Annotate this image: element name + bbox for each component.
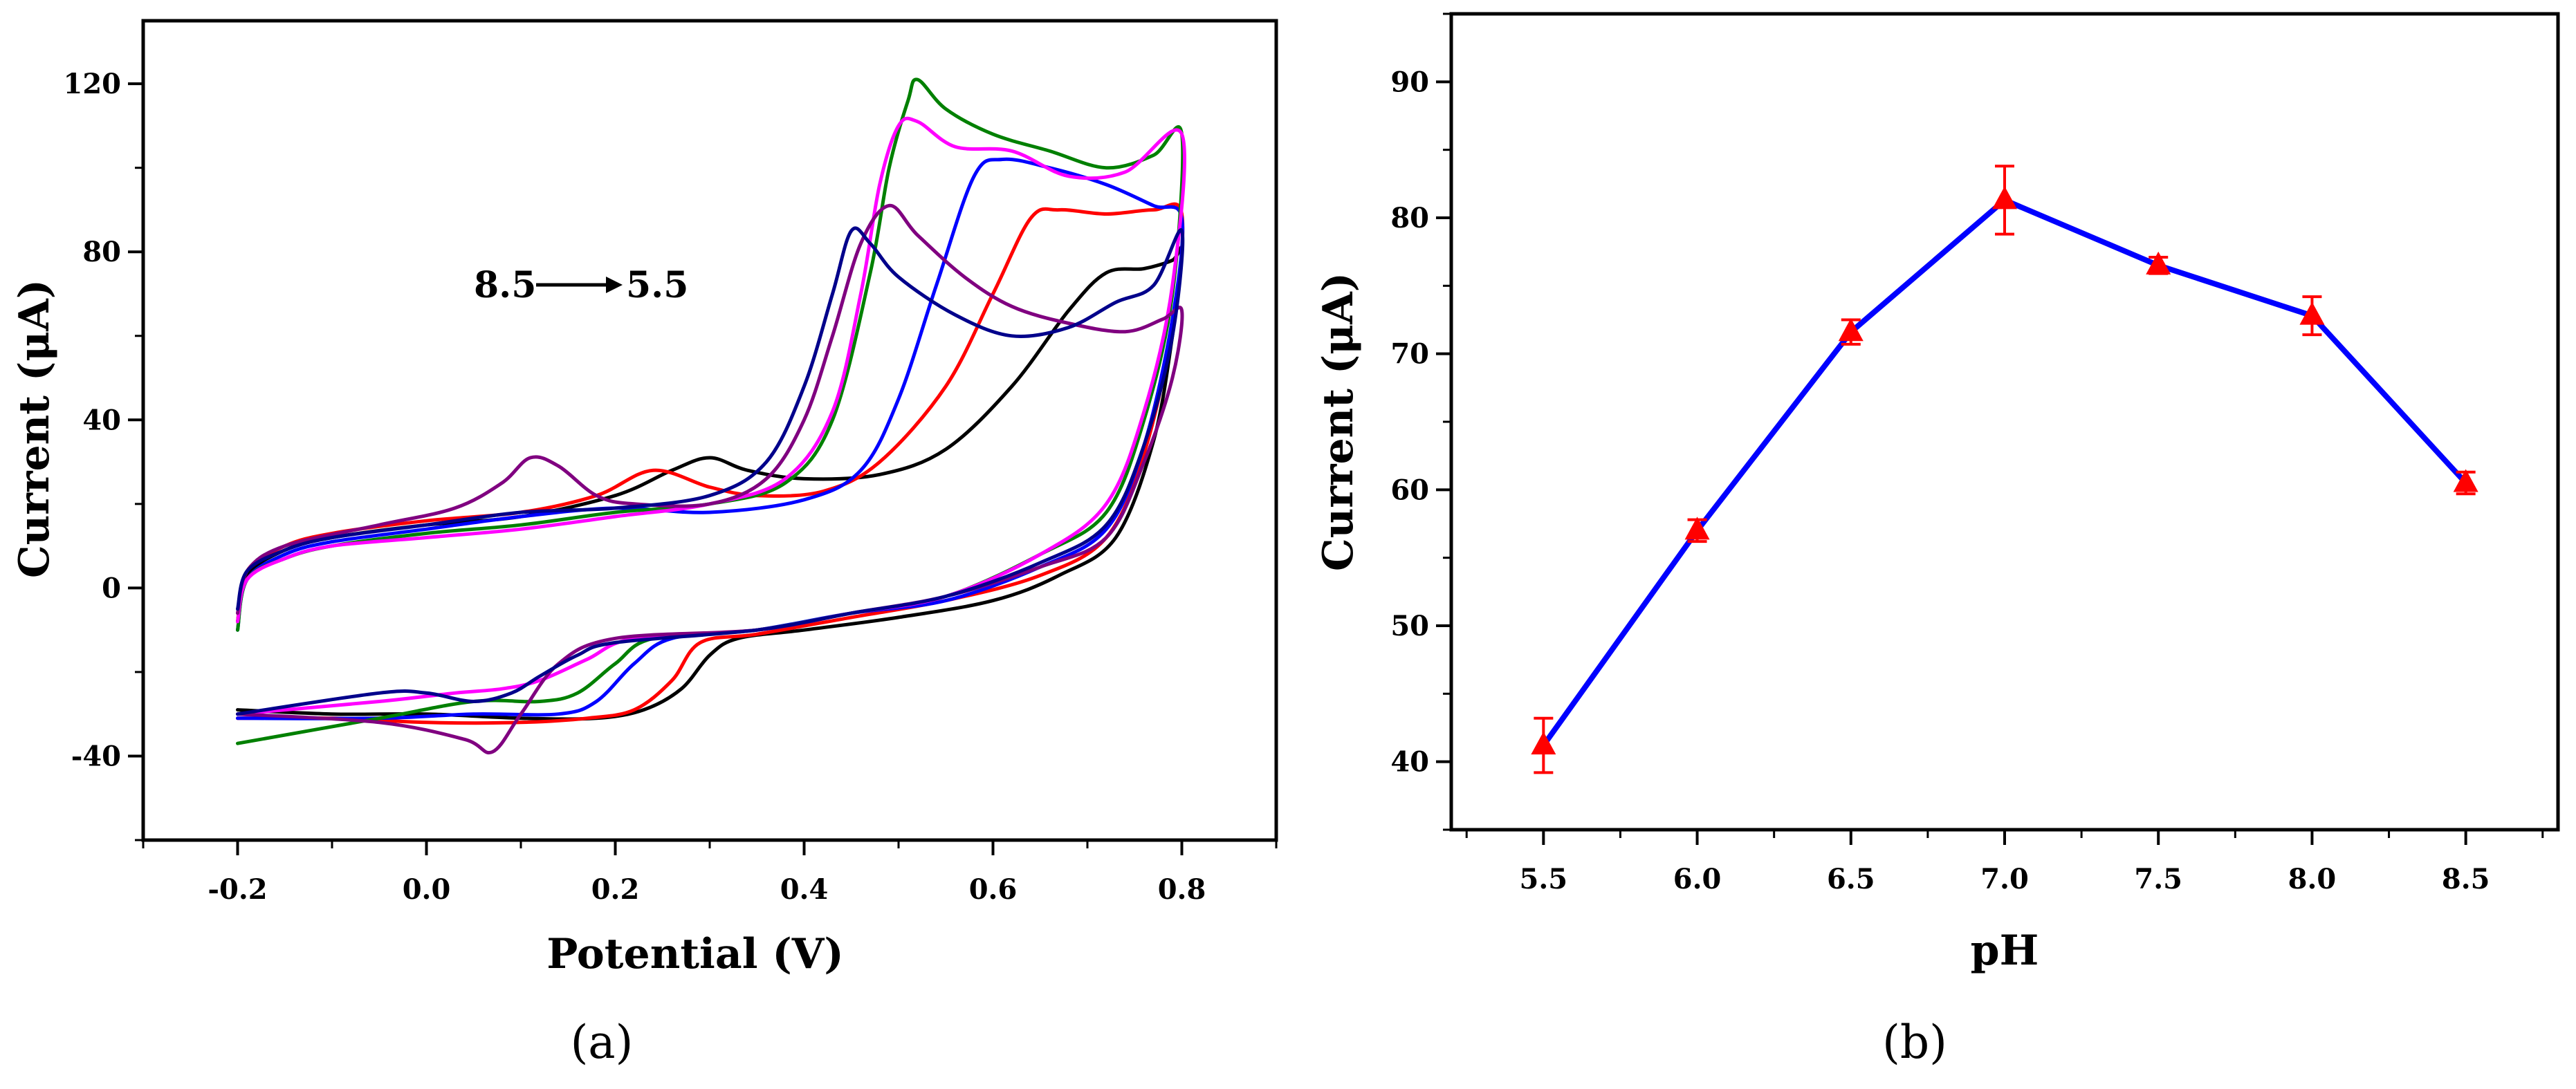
cv-curve	[236, 226, 1185, 716]
cv-curve	[236, 202, 1185, 725]
panel-a-x-ticks: -0.2 0.0 0.2 0.4 0.6 0.8	[142, 840, 1278, 906]
cv-curve	[236, 203, 1184, 755]
y-tick-label: 40	[1390, 746, 1429, 779]
panel-a-series-group	[236, 77, 1186, 755]
y-tick-label: -40	[71, 740, 121, 772]
x-tick-label: 0.6	[969, 873, 1018, 906]
panel-a-x-axis-label: Potential (V)	[546, 930, 843, 978]
x-tick-label: 0.2	[591, 873, 640, 906]
panel-b-caption: (b)	[1882, 1016, 1947, 1069]
panel-a-y-axis-label: Current (μA)	[10, 279, 59, 578]
y-tick-label: 120	[64, 68, 122, 100]
data-point-marker	[1838, 318, 1864, 342]
y-tick-label: 90	[1390, 66, 1429, 98]
ph-series-line	[1541, 197, 2468, 747]
x-tick-label: 0.4	[780, 873, 829, 906]
data-point-marker	[2453, 469, 2478, 492]
y-tick-label: 70	[1390, 338, 1429, 371]
y-tick-label: 80	[1390, 202, 1429, 234]
panel-b-x-ticks: 5.5 6.0 6.5 7.0 7.5 8.0 8.5	[1465, 830, 2544, 895]
y-tick-label: 60	[1390, 474, 1429, 506]
panel-b-x-axis-label: pH	[1971, 927, 2039, 975]
annotation-arrow-head	[606, 277, 623, 293]
y-tick-label: 50	[1390, 610, 1429, 642]
panel-a-y-ticks: -40 0 40 80 120	[64, 68, 143, 841]
panel-b-chart: 5.5 6.0 6.5 7.0 7.5 8.0 8.5 40 50 60 70 80 90 pH Cu…	[1314, 12, 2560, 1069]
x-tick-label: 7.0	[1980, 863, 2029, 895]
x-tick-label: 8.0	[2288, 863, 2337, 895]
data-point-marker	[1992, 186, 2017, 210]
panel-b-y-ticks: 40 50 60 70 80 90	[1390, 12, 1451, 831]
x-tick-label: 5.5	[1520, 863, 1568, 895]
data-point-marker	[2146, 251, 2171, 274]
data-point-marker	[1684, 516, 1710, 540]
x-tick-label: 0.8	[1158, 873, 1206, 906]
x-tick-label: 6.5	[1827, 863, 1875, 895]
x-tick-label: -0.2	[208, 873, 267, 906]
panel-b-frame	[1449, 12, 2560, 832]
x-tick-label: 6.0	[1673, 863, 1722, 895]
annotation-from-label: 8.5	[474, 264, 536, 306]
x-tick-label: 0.0	[403, 873, 451, 906]
annotation-to-label: 5.5	[626, 264, 688, 306]
panel-a-chart: -0.2 0.0 0.2 0.4 0.6 0.8 -40 0 40 80 120 Potentia…	[10, 19, 1278, 1069]
y-tick-label: 80	[82, 236, 121, 268]
y-tick-label: 0	[102, 572, 121, 604]
x-tick-label: 7.5	[2134, 863, 2182, 895]
ph-direction-annotation: 8.5 5.5	[474, 264, 688, 306]
data-point-marker	[1531, 732, 1556, 755]
cv-curve	[236, 77, 1185, 745]
panel-a-caption: (a)	[571, 1016, 634, 1069]
x-tick-label: 8.5	[2442, 863, 2490, 895]
panel-b-y-axis-label: Current (μA)	[1314, 272, 1363, 571]
y-tick-label: 40	[82, 404, 121, 436]
panel-b-series-group	[1531, 165, 2478, 774]
cv-curve	[236, 245, 1184, 721]
data-point-marker	[2299, 301, 2325, 325]
